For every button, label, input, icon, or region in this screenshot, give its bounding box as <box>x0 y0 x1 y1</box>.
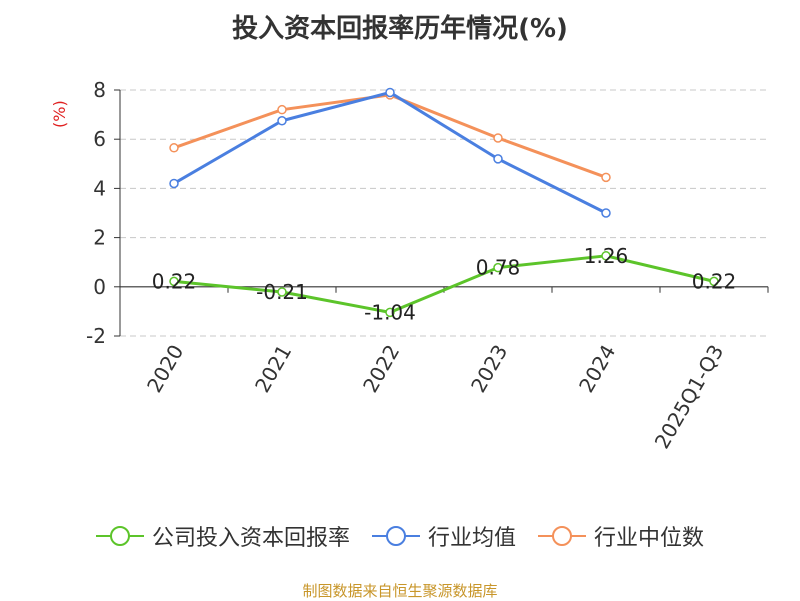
legend-item-industry-median[interactable]: 行业中位数 <box>538 520 704 552</box>
data-point <box>277 104 287 115</box>
data-label: 0.22 <box>152 269 197 293</box>
data-point <box>493 133 503 143</box>
data-label: 0.78 <box>476 256 521 280</box>
data-point <box>169 178 179 189</box>
data-point <box>493 154 503 164</box>
data-point <box>709 276 719 287</box>
data-point <box>169 276 179 287</box>
x-tick-label: 2024 <box>574 341 620 397</box>
data-point <box>601 172 611 183</box>
x-tick-label: 2022 <box>358 341 404 397</box>
legend-label-industry-mean: 行业均值 <box>427 526 516 551</box>
x-tick-label: 2025Q1-Q3 <box>650 341 729 453</box>
data-point <box>493 262 503 273</box>
data-point <box>385 87 395 98</box>
data-label: 0.22 <box>692 269 737 293</box>
line-chart: -2 0 2 4 6 8 2020 2021 2022 2023 2024 2025Q1-Q3 0.2… <box>86 78 769 453</box>
data-label: -0.21 <box>256 280 308 304</box>
data-label: -1.04 <box>364 300 416 324</box>
y-tick-label: 0 <box>93 275 106 299</box>
data-labels: 0.22 -0.21 -1.04 0.78 1.26 0.22 <box>152 244 737 325</box>
legend: 公司投入资本回报率 行业均值 行业中位数 <box>0 520 800 552</box>
data-point <box>169 143 179 153</box>
y-tick-label: 2 <box>93 226 106 250</box>
legend-marker-industry-median <box>538 526 586 546</box>
legend-item-industry-mean[interactable]: 行业均值 <box>371 520 516 552</box>
legend-label-company: 公司投入资本回报率 <box>151 526 350 551</box>
x-tick-label: 2020 <box>142 341 188 397</box>
data-point <box>277 116 287 126</box>
series-line-2 <box>173 93 607 179</box>
data-point <box>601 208 611 218</box>
grid-lines <box>120 89 768 337</box>
data-point <box>385 307 395 318</box>
legend-marker-company <box>95 526 144 546</box>
legend-marker-industry-mean <box>371 526 420 546</box>
data-label: 1.26 <box>584 244 629 268</box>
y-tick-label: -2 <box>86 324 106 348</box>
x-tick-label: 2023 <box>466 341 512 397</box>
axes: -2 0 2 4 6 8 2020 2021 2022 2023 2024 2025Q1-Q3 <box>86 78 769 453</box>
legend-item-company[interactable]: 公司投入资本回报率 <box>95 520 350 552</box>
x-tick-label: 2021 <box>250 341 296 397</box>
legend-label-industry-median: 行业中位数 <box>594 526 705 551</box>
y-tick-label: 6 <box>93 127 106 151</box>
chart-title: 投入资本回报率历年情况(%) <box>232 14 568 44</box>
series-line-0 <box>173 254 715 314</box>
data-point <box>277 287 287 297</box>
series-layer <box>169 87 719 318</box>
y-tick-label: 4 <box>93 176 106 200</box>
data-source: 制图数据来自恒生聚源数据库 <box>302 582 498 600</box>
y-tick-label: 8 <box>93 78 106 102</box>
data-point <box>601 251 611 261</box>
